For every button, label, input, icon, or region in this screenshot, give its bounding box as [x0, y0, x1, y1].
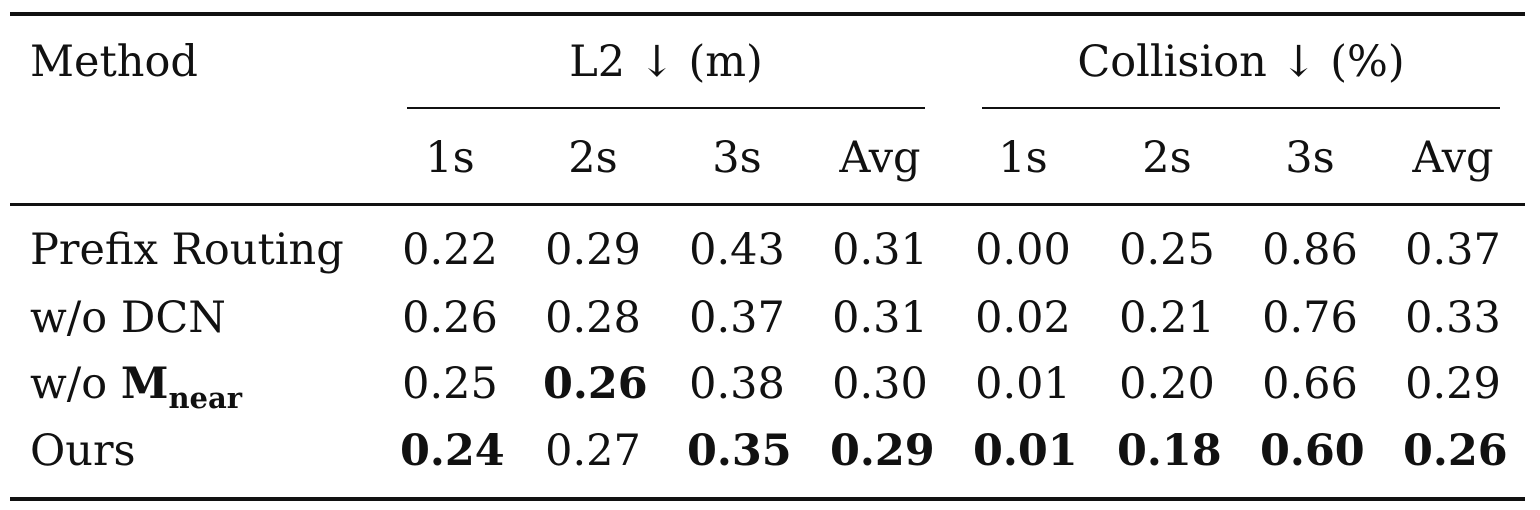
cell-r2-col-3s: 0.66 [1262, 359, 1358, 409]
cell-r3-col-1s: 0.01 [973, 426, 1078, 476]
cell-r1-l2-2s: 0.28 [545, 293, 641, 343]
cell-r3-col-2s: 0.18 [1117, 426, 1222, 476]
cell-r2-col-avg: 0.29 [1405, 359, 1501, 409]
cell-r0-col-3s: 0.86 [1262, 225, 1358, 275]
col-header-col-3s: 3s [1285, 133, 1335, 183]
cell-r3-col-avg: 0.26 [1403, 426, 1508, 476]
cell-r3-col-3s: 0.60 [1260, 426, 1365, 476]
cell-r0-col-2s: 0.25 [1119, 225, 1215, 275]
cell-r2-l2-2s: 0.26 [543, 359, 648, 409]
cell-r2-col-2s: 0.20 [1119, 359, 1215, 409]
row-method-wo-dcn: w/o DCN [30, 293, 226, 343]
method-subscript: near [168, 381, 243, 415]
row-method-wo-mnear: w/o Mnear [30, 354, 243, 415]
cell-r3-l2-2s: 0.27 [545, 426, 641, 476]
cell-r2-col-1s: 0.01 [975, 359, 1071, 409]
cell-r0-l2-avg: 0.31 [832, 225, 928, 275]
cell-r0-col-1s: 0.00 [975, 225, 1071, 275]
cell-r1-col-1s: 0.02 [975, 293, 1071, 343]
col-header-col-1s: 1s [998, 133, 1048, 183]
col-header-col-avg: Avg [1412, 133, 1494, 183]
l2-group-header: L2 ↓ (m) [569, 37, 763, 87]
cell-r3-l2-avg: 0.29 [830, 426, 935, 476]
collision-group-underline [982, 107, 1500, 109]
row-method-ours: Ours [30, 426, 136, 476]
method-main-symbol: M [120, 359, 169, 409]
cell-r1-l2-avg: 0.31 [832, 293, 928, 343]
cell-r1-l2-1s: 0.26 [402, 293, 498, 343]
cell-r0-col-avg: 0.37 [1405, 225, 1501, 275]
cell-r3-l2-3s: 0.35 [687, 426, 792, 476]
collision-group-header: Collision ↓ (%) [1077, 37, 1405, 87]
col-header-l2-avg: Avg [839, 133, 921, 183]
cell-r1-col-2s: 0.21 [1119, 293, 1215, 343]
bottom-rule [10, 497, 1525, 501]
cell-r1-l2-3s: 0.37 [689, 293, 785, 343]
cell-r2-l2-3s: 0.38 [689, 359, 785, 409]
cell-r0-l2-2s: 0.29 [545, 225, 641, 275]
col-header-l2-2s: 2s [568, 133, 618, 183]
cell-r2-l2-avg: 0.30 [832, 359, 928, 409]
cell-r1-col-avg: 0.33 [1405, 293, 1501, 343]
cell-r0-l2-1s: 0.22 [402, 225, 498, 275]
header-rule [10, 203, 1525, 206]
col-header-l2-1s: 1s [425, 133, 475, 183]
cell-r1-col-3s: 0.76 [1262, 293, 1358, 343]
col-header-l2-3s: 3s [712, 133, 762, 183]
l2-group-underline [407, 107, 925, 109]
method-header: Method [30, 37, 198, 87]
col-header-col-2s: 2s [1142, 133, 1192, 183]
cell-r3-l2-1s: 0.24 [400, 426, 505, 476]
method-prefix-text: w/o [30, 359, 121, 409]
cell-r0-l2-3s: 0.43 [689, 225, 785, 275]
top-rule [10, 12, 1525, 16]
row-method-prefix-routing: Prefix Routing [30, 225, 344, 275]
cell-r2-l2-1s: 0.25 [402, 359, 498, 409]
